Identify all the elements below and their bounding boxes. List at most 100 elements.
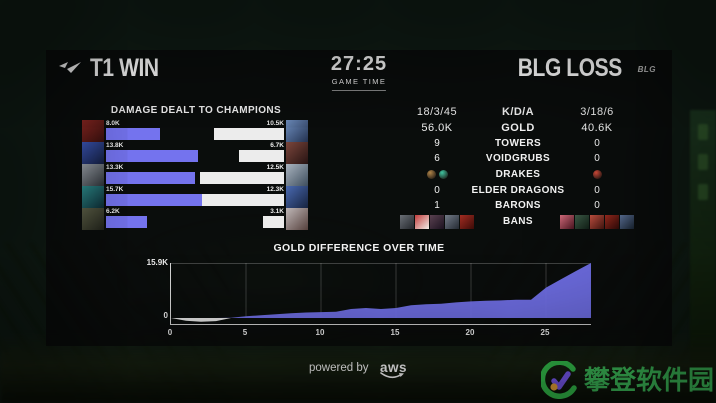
damage-bar (106, 172, 195, 184)
damage-section-title: DAMAGE DEALT TO CHAMPIONS (110, 105, 282, 116)
banned-champion-icon (430, 214, 444, 229)
watermark-text: 攀登软件园 (583, 365, 714, 395)
damage-bar-cell: 6.7K (183, 142, 284, 164)
game-time-value: 27:25 (330, 53, 388, 75)
banned-champion-icon (560, 214, 574, 229)
damage-bar (106, 194, 211, 206)
stat-value: 6 (434, 153, 440, 165)
damage-value: 12.3K (266, 186, 284, 193)
banned-champion-icon (620, 214, 634, 229)
stats-column-left-team: 18/3/45 56.0K 9 6 0 1 (377, 104, 497, 230)
damage-bar-cell: 12.3K (183, 186, 284, 208)
damage-row: 6.2K (82, 208, 213, 230)
damage-bar (106, 128, 160, 140)
banned-champion-icon (575, 214, 589, 229)
t1-logo-icon (59, 62, 81, 73)
damage-row: 8.0K (82, 120, 213, 142)
damage-row: 13.3K (82, 164, 213, 186)
damage-bar (106, 150, 198, 162)
timer-divider (332, 90, 386, 91)
x-tick-label: 25 (540, 328, 550, 337)
y-axis-zero-label: 0 (163, 311, 168, 320)
gold-difference-chart (170, 263, 591, 325)
x-tick-label: 15 (390, 328, 400, 337)
ocean-drake-icon (438, 170, 448, 180)
stat-label: VOIDGRUBS (485, 153, 551, 165)
stat-label: K/D/A (502, 105, 534, 118)
damage-bar (239, 150, 284, 162)
damage-bar-cell: 13.8K (106, 142, 211, 164)
x-tick-label: 10 (315, 328, 325, 337)
gold-lead-area (171, 263, 591, 318)
damage-bar (214, 128, 284, 140)
damage-value: 3.1K (270, 208, 284, 215)
damage-row: 13.8K (82, 142, 213, 164)
blg-logo-icon: BLG (637, 65, 656, 74)
powered-by-text: powered by (309, 362, 369, 374)
y-axis-max-label: 15.9K (146, 258, 168, 267)
damage-bar (200, 172, 284, 184)
infernal-drake-icon (592, 170, 602, 180)
damage-row: 6.7K (181, 142, 308, 164)
champion-icon (82, 208, 104, 230)
x-axis-labels: 0 5 10 15 20 25 (168, 328, 610, 338)
gold-chart-title: GOLD DIFFERENCE OVER TIME (273, 242, 445, 254)
stat-value (377, 214, 497, 230)
stat-value: 56.0K (421, 121, 453, 134)
damage-bar-cell: 13.3K (106, 164, 211, 186)
damage-value: 12.5K (266, 164, 284, 171)
champion-icon (82, 186, 104, 208)
stat-value: 0 (594, 184, 600, 196)
champion-icon (286, 208, 308, 230)
pandeng-logo-icon (540, 361, 577, 399)
damage-bar-cell: 15.7K (106, 186, 211, 208)
game-timer: 27:25 GAME TIME (331, 53, 387, 91)
banned-champion-icon (590, 214, 604, 229)
champion-icon (82, 164, 104, 186)
damage-bar-cell: 3.1K (183, 208, 284, 230)
champion-icon (82, 142, 104, 164)
damage-bar (263, 216, 284, 228)
postgame-stats-panel: T1 WIN 27:25 GAME TIME BLG LOSS BLG DAMA… (46, 50, 672, 346)
stat-value: 40.6K (581, 121, 613, 134)
game-time-label: GAME TIME (331, 77, 387, 86)
mountain-drake-icon (426, 170, 436, 180)
champion-icon (82, 120, 104, 142)
stat-label: ELDER DRAGONS (471, 184, 565, 196)
stat-value: 3/18/6 (580, 105, 614, 118)
damage-value: 8.0K (106, 120, 120, 127)
stats-column-labels: K/D/A GOLD TOWERS VOIDGRUBS DRAKES ELDER DRAG… (453, 104, 583, 230)
damage-bar (202, 194, 284, 206)
damage-bar-cell: 6.2K (106, 208, 211, 230)
damage-bars-right-team: 10.5K 6.7K 12.5K 12.3K 3.1K (181, 120, 308, 230)
damage-row: 10.5K (181, 120, 308, 142)
damage-value: 15.7K (106, 186, 124, 193)
stat-value: 18/3/45 (416, 105, 458, 118)
banned-champion-icon (605, 214, 619, 229)
banned-champion-icon (400, 214, 414, 229)
damage-bar-cell: 12.5K (183, 164, 284, 186)
watermark: 攀登软件园 (540, 361, 714, 399)
stat-label: GOLD (501, 121, 535, 134)
stat-label: TOWERS (494, 137, 542, 149)
x-tick-label: 20 (465, 328, 475, 337)
stat-label: DRAKES (495, 169, 541, 181)
stat-label: BANS (503, 216, 533, 228)
damage-row: 3.1K (181, 208, 308, 230)
damage-value: 6.2K (106, 208, 120, 215)
damage-row: 15.7K (82, 186, 213, 208)
damage-bar-cell: 8.0K (106, 120, 211, 142)
damage-bar-cell: 10.5K (183, 120, 284, 142)
stat-value: 0 (594, 153, 600, 165)
team-left-result: T1 WIN (90, 54, 159, 82)
champion-icon (286, 142, 308, 164)
damage-value: 13.3K (106, 164, 124, 171)
stat-value: 0 (434, 184, 440, 196)
stats-column-right-team: 3/18/6 40.6K 0 0 0 0 (537, 104, 657, 230)
champion-icon (286, 186, 308, 208)
banned-champion-icon (445, 214, 459, 229)
damage-bar (106, 216, 147, 228)
stat-value (537, 214, 657, 230)
x-tick-label: 0 (167, 328, 173, 337)
damage-value: 10.5K (266, 120, 284, 127)
